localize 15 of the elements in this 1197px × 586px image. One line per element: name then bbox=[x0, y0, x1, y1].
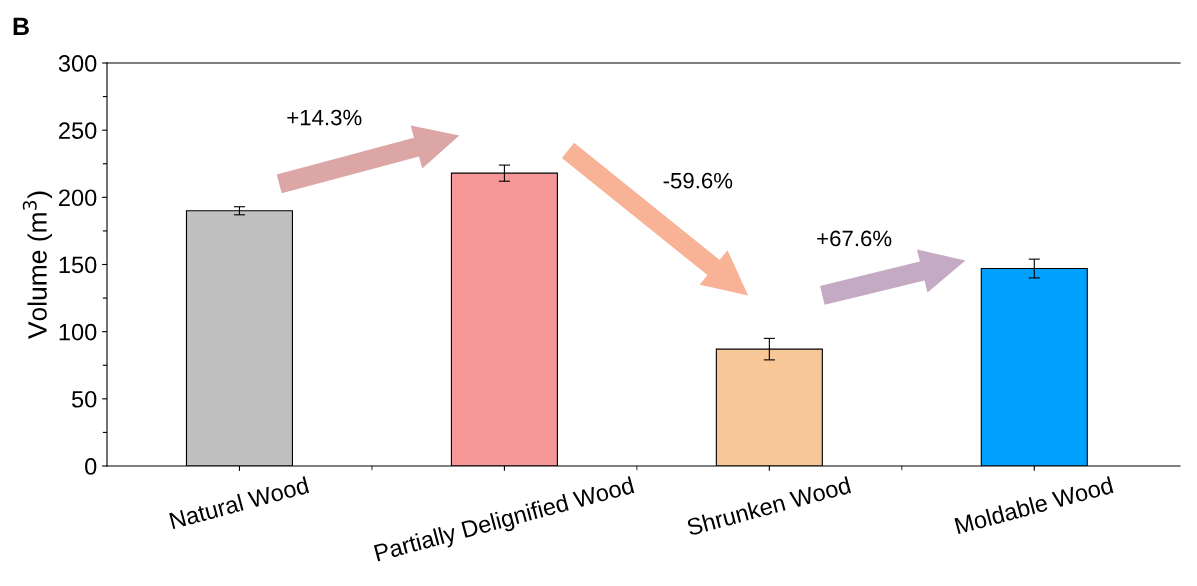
annotation: -59.6% bbox=[663, 172, 733, 189]
y-tick-label: 150 bbox=[59, 256, 97, 274]
y-tick-label: 100 bbox=[59, 323, 97, 341]
x-tick-label: Shrunken Wood bbox=[685, 476, 852, 536]
y-axis-title: Volume (m$^{3}$) bbox=[22, 191, 53, 339]
x-tick-label: Natural Wood bbox=[168, 476, 310, 530]
y-tick-label: 50 bbox=[71, 390, 97, 408]
annotation: +14.3% bbox=[287, 109, 362, 126]
y-tick-label: 250 bbox=[59, 122, 97, 139]
y-tick-label: 0 bbox=[85, 458, 97, 475]
x-tick-label: Moldable Wood bbox=[954, 476, 1114, 535]
y-tick-label: 300 bbox=[58, 55, 97, 72]
annotation: +67.6% bbox=[817, 230, 892, 247]
text: B bbox=[13, 17, 29, 35]
y-tick-label: 200 bbox=[59, 189, 97, 207]
